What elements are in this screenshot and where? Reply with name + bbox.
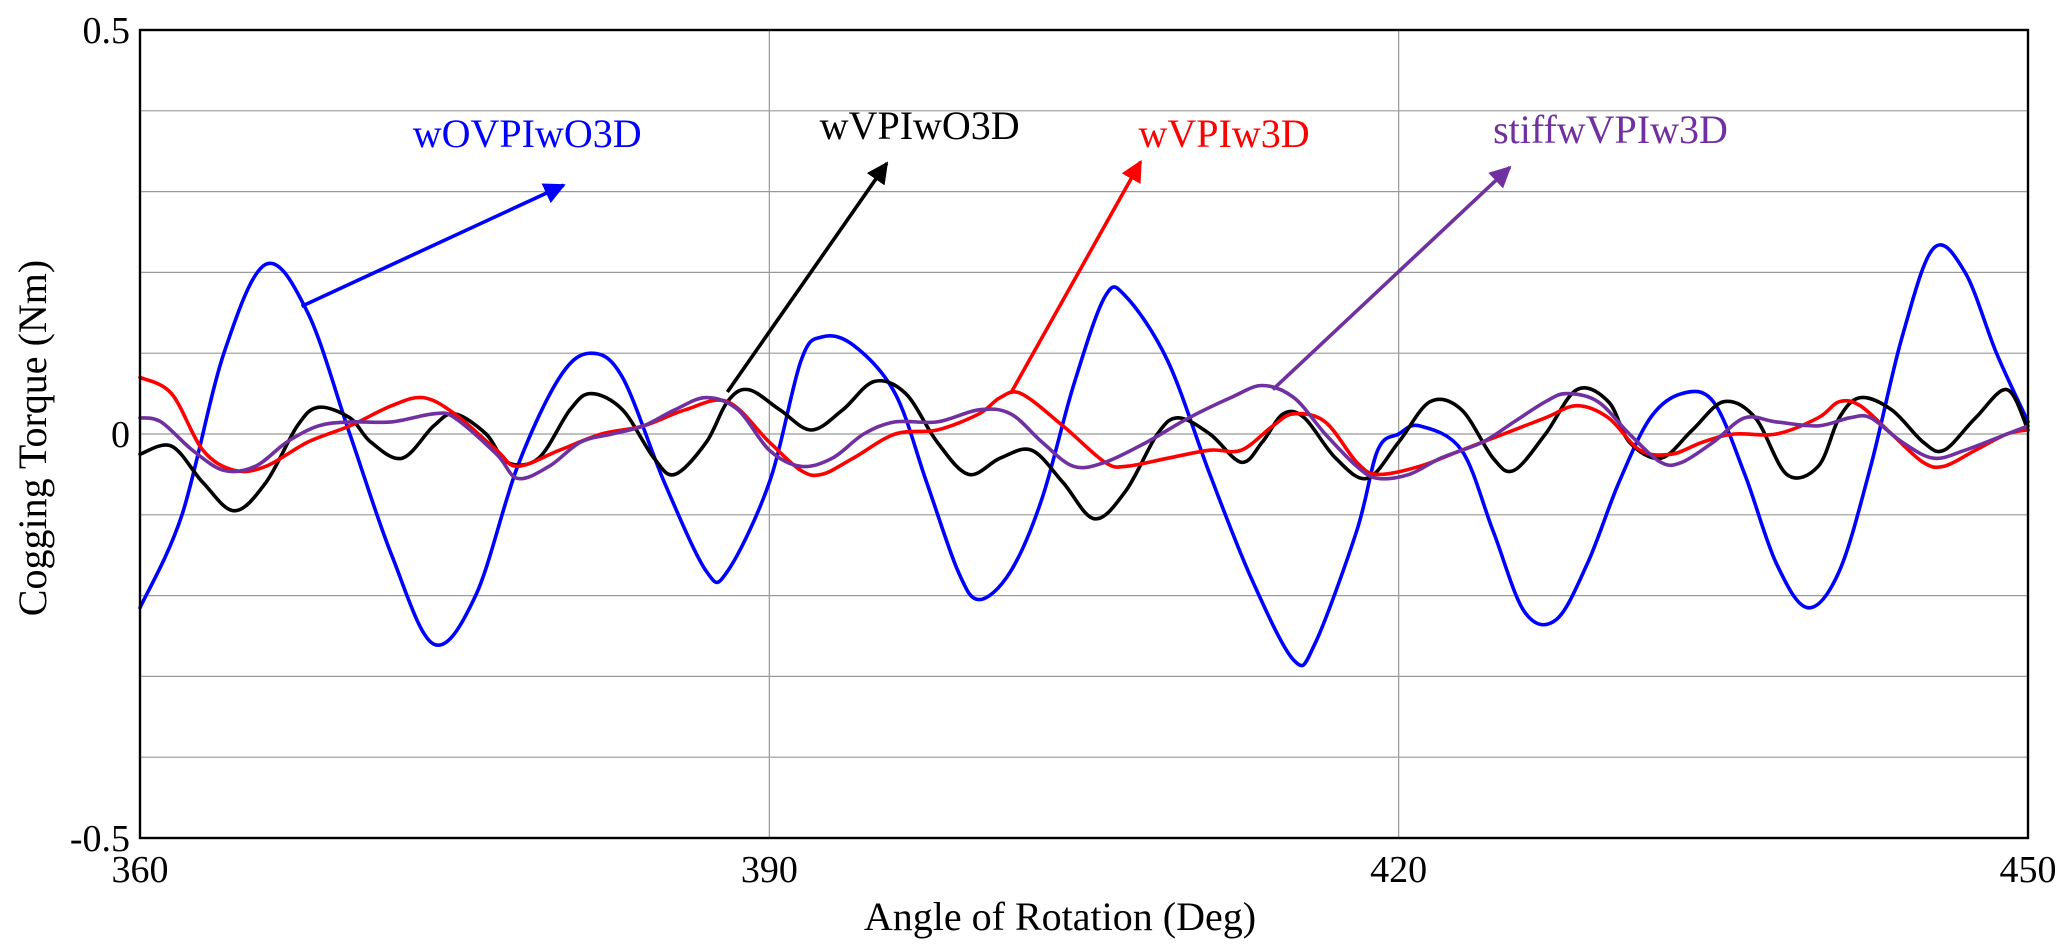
x-tick-label: 420 bbox=[1370, 849, 1427, 891]
annotation-layer: wOVPIwO3D wVPIwO3D wVPIw3D stiffwVPIw3D bbox=[300, 103, 1728, 395]
annotation-arrow-stiffwvpiw3d bbox=[1271, 165, 1512, 391]
x-axis-title: Angle of Rotation (Deg) bbox=[864, 894, 1256, 939]
annotation-label-wvpiw3d: wVPIw3D bbox=[1139, 111, 1310, 156]
series-line-wovpiwo3d bbox=[138, 243, 2030, 668]
x-tick-label: 360 bbox=[112, 849, 169, 891]
x-tick-label: 390 bbox=[741, 849, 798, 891]
series-line-stiffwvpiw3d bbox=[138, 383, 2030, 481]
y-axis-title: Cogging Torque (Nm) bbox=[10, 260, 55, 616]
y-tick-label: 0.5 bbox=[83, 10, 131, 52]
annotation-arrow-wvpiw3d bbox=[1009, 159, 1143, 395]
annotation-arrow-wvpiwo3d bbox=[725, 161, 889, 394]
annotation-label-stiffwvpiw3d: stiffwVPIw3D bbox=[1493, 107, 1728, 152]
annotation-label-wovpiwo3d: wOVPIwO3D bbox=[413, 111, 642, 156]
series-layer bbox=[138, 243, 2030, 668]
plot-frame bbox=[138, 28, 2030, 840]
tick-layer: 360 390 420 450 -0.5 0 0.5 bbox=[70, 10, 2057, 891]
annotation-arrow-wovpiwo3d bbox=[300, 183, 566, 308]
x-tick-label: 450 bbox=[2000, 849, 2057, 891]
series-line-wvpiw3d bbox=[138, 375, 2030, 478]
y-tick-label: 0 bbox=[111, 414, 130, 456]
annotation-label-wvpiwo3d: wVPIwO3D bbox=[820, 103, 1020, 148]
y-tick-label: -0.5 bbox=[70, 818, 130, 860]
